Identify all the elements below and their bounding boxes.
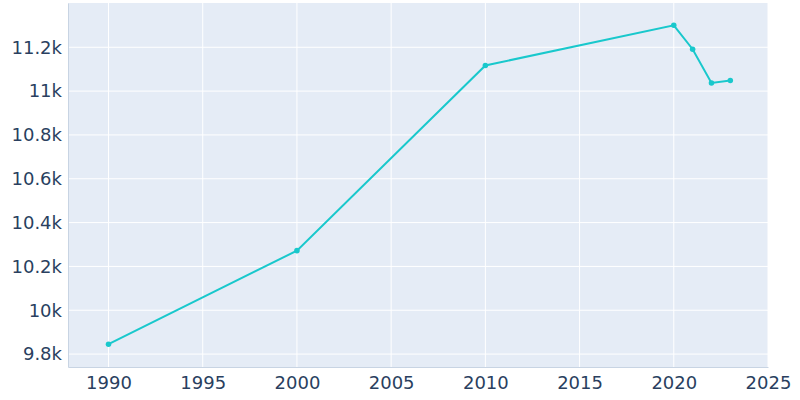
axis-line	[68, 4, 69, 368]
tick-label: 10.8k	[11, 124, 62, 145]
tick-label: 2000	[275, 372, 321, 393]
marker	[728, 78, 734, 84]
tick: 10.2k	[11, 256, 68, 277]
tick: 2015	[557, 367, 603, 393]
series	[106, 23, 733, 347]
tick-label: 2020	[651, 372, 697, 393]
grid-line-x	[296, 3, 297, 367]
tick: 11k	[29, 80, 68, 101]
tick-label: 10.4k	[11, 212, 62, 233]
grid-line-y	[68, 222, 768, 223]
grid-line-y	[68, 134, 768, 135]
tick-label: 1995	[180, 372, 226, 393]
grid-line-y	[68, 47, 768, 48]
grid-line-y	[68, 178, 768, 179]
tick: 10.6k	[11, 168, 68, 189]
grid-line-x	[391, 3, 392, 367]
tick: 2000	[275, 367, 321, 393]
marker	[106, 341, 112, 347]
tick: 1995	[180, 367, 226, 393]
grid-line-y	[68, 266, 768, 267]
tick: 10.8k	[11, 124, 68, 145]
tick: 2010	[463, 367, 509, 393]
tick: 2020	[651, 367, 697, 393]
tick-label: 11.2k	[11, 37, 62, 58]
grid-line-x	[673, 3, 674, 367]
x-axis: 1990 1995 2000 2005 2010 2015 2020 2025	[69, 367, 792, 393]
y-axis: 9.8k 10k 10.2k 10.4k 10.6k 10.8k 11k 11.2k	[11, 4, 68, 368]
tick-label: 2005	[369, 372, 415, 393]
line	[109, 25, 731, 344]
axis-line	[69, 367, 769, 368]
marker	[671, 23, 677, 29]
marker	[690, 46, 696, 52]
plot: 1990 1995 2000 2005 2010 2015 2020 2025 9.8k 10k 1…	[11, 3, 791, 393]
chart: 1990 1995 2000 2005 2010 2015 2020 2025 9.8k 10k 1…	[0, 0, 800, 400]
tick-label: 2010	[463, 372, 509, 393]
grid-line-y	[68, 91, 768, 92]
marker	[483, 63, 489, 69]
grid-line-x	[579, 3, 580, 367]
tick: 10k	[29, 300, 68, 321]
marker	[294, 248, 300, 254]
tick-label: 2015	[557, 372, 603, 393]
grid-line-x	[202, 3, 203, 367]
grid-line-y	[68, 354, 768, 355]
tick-label: 1990	[86, 372, 132, 393]
tick: 9.8k	[23, 343, 68, 364]
grid-line-y	[68, 310, 768, 311]
tick: 1990	[86, 367, 132, 393]
tick-label: 9.8k	[23, 343, 63, 364]
plot-background	[68, 3, 768, 367]
grid-line-x	[485, 3, 486, 367]
grid	[68, 3, 768, 367]
grid-line-x	[768, 3, 769, 367]
tick: 10.4k	[11, 212, 68, 233]
tick-label: 2025	[746, 372, 792, 393]
tick-label: 11k	[29, 80, 63, 101]
tick-label: 10k	[29, 300, 63, 321]
tick-label: 10.6k	[11, 168, 62, 189]
tick-label: 10.2k	[11, 256, 62, 277]
marker	[709, 80, 715, 86]
tick: 11.2k	[11, 37, 68, 58]
tick: 2005	[369, 367, 415, 393]
grid-line-x	[108, 3, 109, 367]
tick: 2025	[746, 367, 792, 393]
